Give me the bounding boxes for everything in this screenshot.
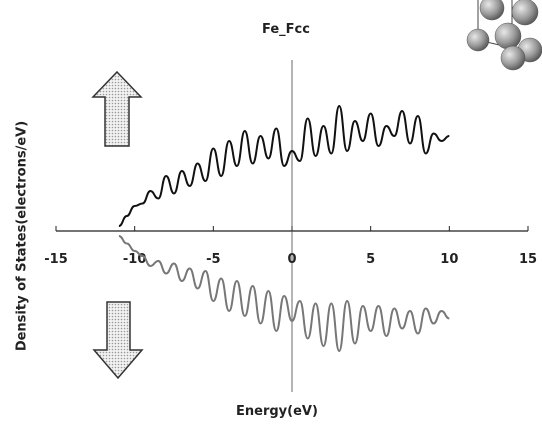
x-tick-label: 5	[366, 252, 375, 267]
x-tick-label: -5	[206, 252, 220, 267]
x-ticks: -15 -10 -5 0 5 10 15	[44, 226, 537, 267]
spin-up-arrow-icon	[91, 70, 143, 147]
x-axis-label: Energy(eV)	[236, 404, 318, 419]
x-tick-label: -15	[44, 252, 68, 267]
series-line	[118, 235, 450, 352]
x-tick-label: 0	[287, 252, 296, 267]
x-tick-label: 15	[519, 252, 537, 267]
x-tick-label: 10	[440, 252, 458, 267]
chart-title: Fe_Fcc	[262, 22, 310, 37]
fcc-atom-cluster-icon	[466, 0, 542, 71]
series-line	[118, 105, 450, 227]
y-axis-label: Density of States(electrons/eV)	[14, 120, 30, 352]
spin-down-arrow-icon	[92, 301, 144, 380]
series-layer	[118, 105, 450, 352]
x-tick-label: -10	[123, 252, 147, 267]
